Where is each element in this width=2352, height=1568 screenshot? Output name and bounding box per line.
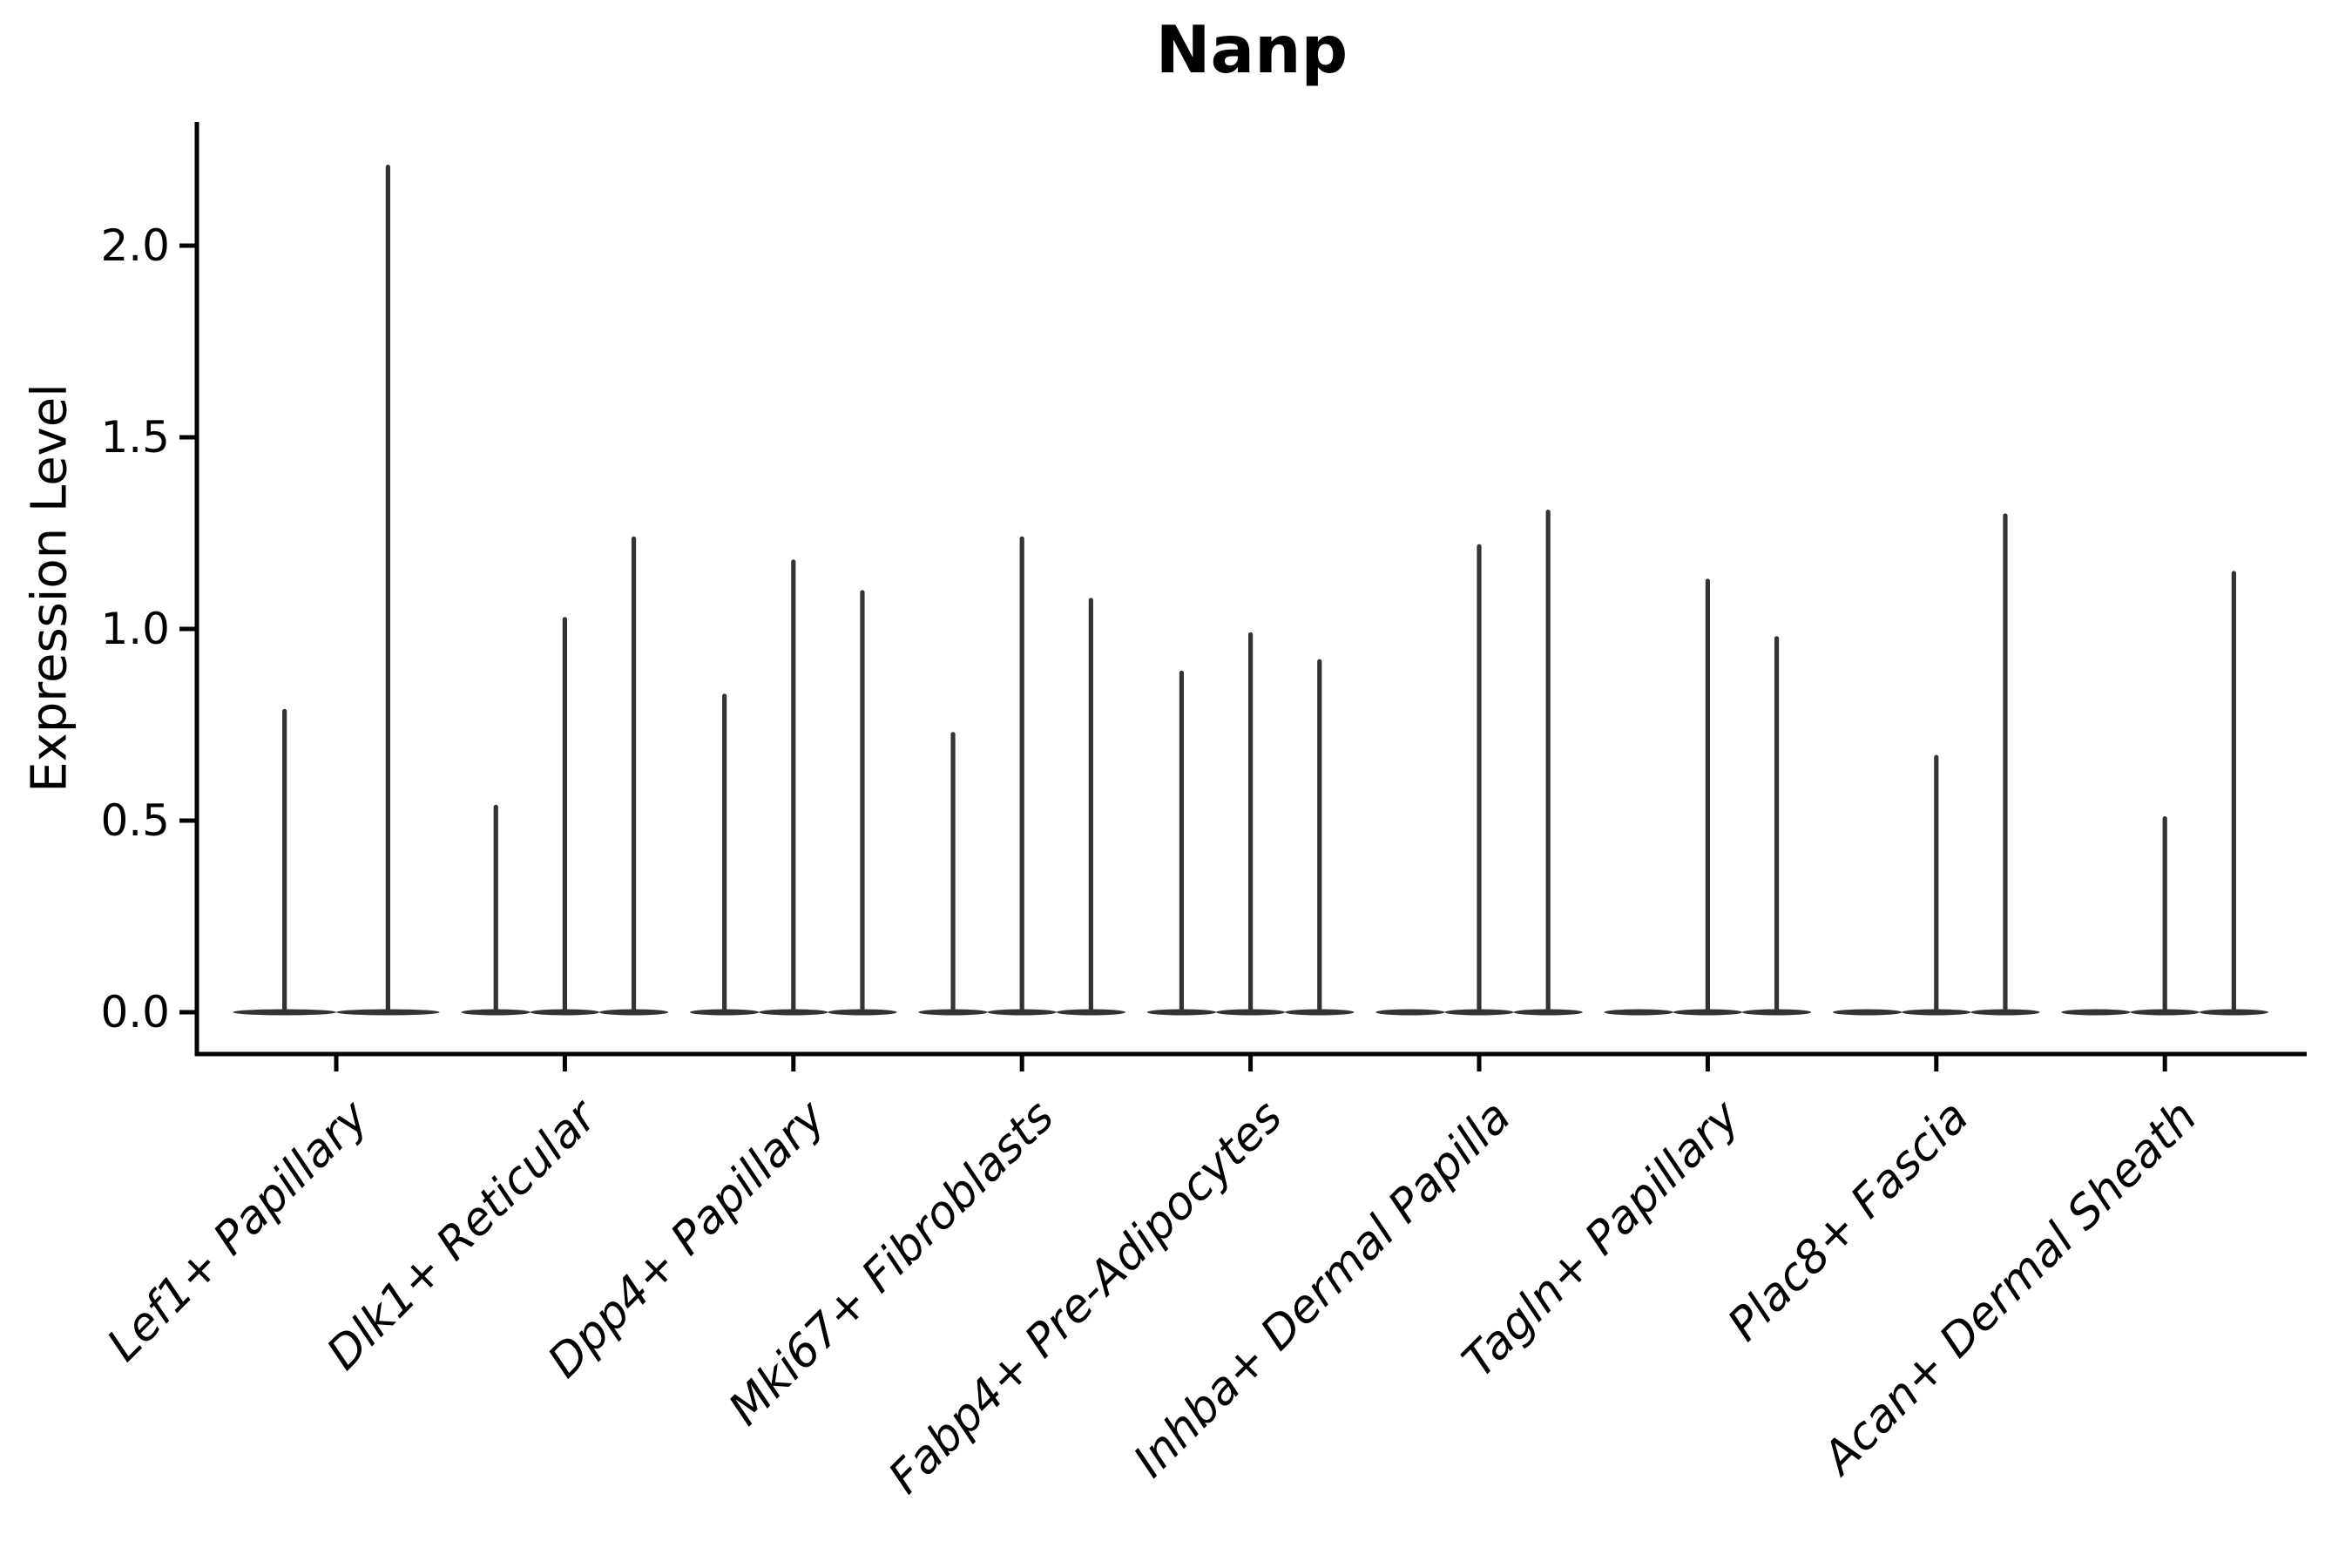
y-tick-label: 2.0	[100, 220, 170, 271]
violin-base	[1833, 1009, 1903, 1016]
violin-group	[1375, 509, 1583, 1016]
violin-group	[918, 536, 1125, 1016]
violin-base	[1604, 1009, 1673, 1016]
violin-group	[690, 559, 897, 1016]
y-tick-label: 1.0	[100, 604, 170, 654]
chart-title: Nanp	[1155, 11, 1348, 88]
violin-group	[461, 536, 669, 1016]
violin-group	[1604, 578, 1812, 1016]
violin-group	[2061, 571, 2268, 1016]
y-axis-label: Expression Level	[21, 383, 78, 793]
violin-group	[1833, 513, 2040, 1016]
y-tick-label: 0.0	[100, 987, 170, 1037]
y-tick-label: 1.5	[100, 412, 170, 463]
violin-base	[2061, 1009, 2131, 1016]
y-tick-label: 0.5	[100, 795, 170, 846]
violin-group	[1146, 632, 1355, 1016]
violin-base	[1375, 1009, 1445, 1016]
violin-group	[233, 165, 440, 1016]
